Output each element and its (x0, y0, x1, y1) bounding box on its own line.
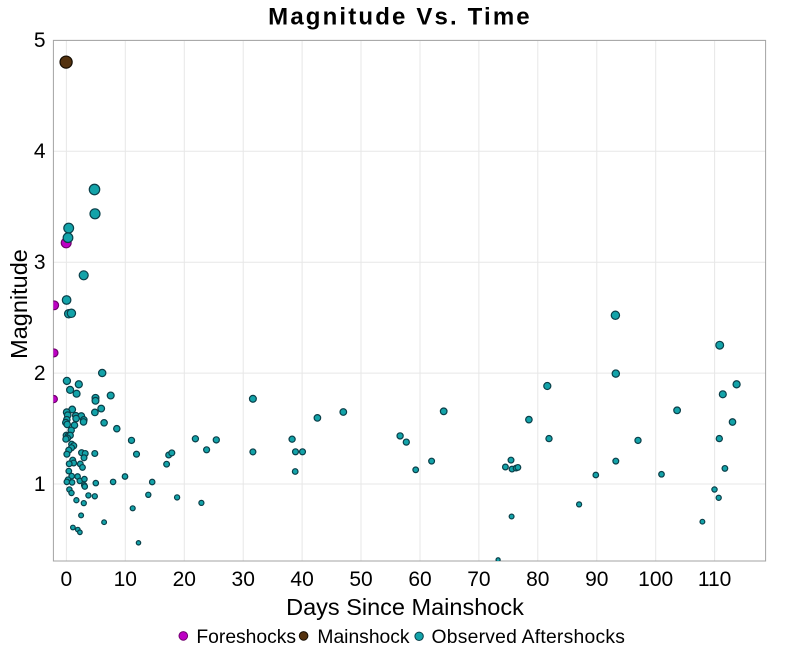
svg-text:Magnitude: Magnitude (6, 249, 32, 359)
svg-text:80: 80 (526, 568, 549, 591)
svg-text:0: 0 (61, 568, 73, 591)
svg-text:30: 30 (232, 568, 255, 591)
svg-text:60: 60 (408, 568, 431, 591)
svg-text:5: 5 (34, 29, 46, 52)
svg-text:20: 20 (173, 568, 196, 591)
svg-text:4: 4 (34, 140, 46, 163)
svg-text:Magnitude Vs. Time: Magnitude Vs. Time (268, 4, 532, 31)
svg-text:40: 40 (290, 568, 313, 591)
svg-text:1: 1 (34, 473, 46, 496)
svg-text:Days Since Mainshock: Days Since Mainshock (286, 594, 524, 620)
svg-text:10: 10 (114, 568, 137, 591)
svg-text:Foreshocks: Foreshocks (196, 627, 296, 648)
svg-text:110: 110 (698, 568, 731, 591)
svg-text:100: 100 (638, 568, 673, 591)
svg-text:Observed Aftershocks: Observed Aftershocks (432, 627, 626, 648)
svg-text:Mainshock: Mainshock (317, 627, 410, 648)
svg-text:3: 3 (34, 251, 46, 274)
svg-text:2: 2 (34, 362, 46, 385)
svg-text:70: 70 (467, 568, 490, 591)
svg-text:90: 90 (585, 568, 608, 591)
svg-text:50: 50 (349, 568, 372, 591)
